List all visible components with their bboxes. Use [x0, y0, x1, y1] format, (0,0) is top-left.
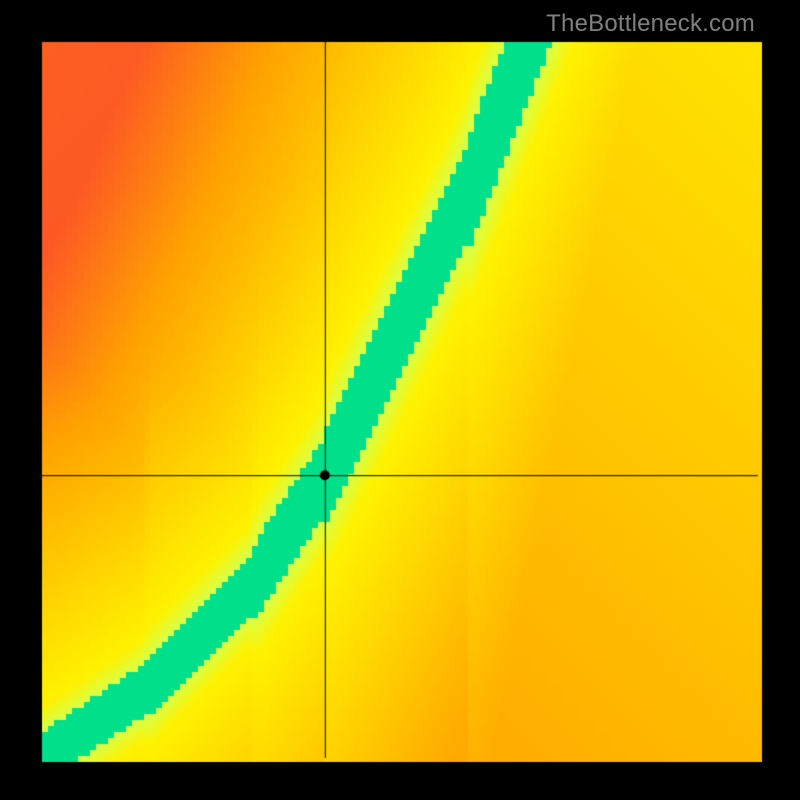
- watermark-text: TheBottleneck.com: [546, 10, 755, 38]
- chart-container: TheBottleneck.com: [0, 0, 800, 800]
- bottleneck-heatmap: [0, 0, 800, 800]
